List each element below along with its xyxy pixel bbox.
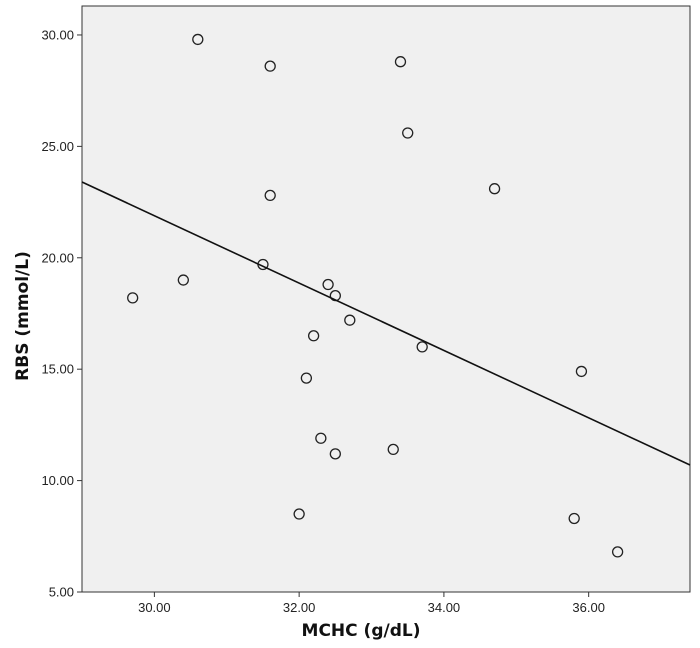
y-tick-label: 20.00 [41,250,74,265]
data-point [127,292,139,304]
x-tick-label: 34.00 [428,600,461,615]
data-point [394,56,407,68]
data-point [300,372,313,384]
data-point [488,183,501,195]
x-tick-label: 30.00 [138,600,171,615]
data-point [322,278,334,291]
y-axis-title: RBS (mmol/L) [13,251,33,381]
data-point [568,512,580,525]
data-point [264,189,276,202]
y-tick-label: 25.00 [41,139,74,154]
x-axis-title: MCHC (g/dL) [302,621,421,641]
x-tick-label: 32.00 [283,600,316,615]
data-point [416,341,428,353]
data-points [127,33,624,558]
y-tick-label: 5.00 [49,585,74,600]
fit-line [81,181,691,466]
y-axis-ticks: 5.00 10.00 15.00 20.00 25.00 30.00 [41,27,82,600]
plot-area [81,5,691,593]
data-point [315,432,327,444]
data-point [293,508,305,520]
data-point [264,60,276,72]
y-tick-label: 10.00 [41,473,74,488]
x-tick-label: 36.00 [572,600,605,615]
data-point [402,127,414,139]
y-tick-label: 15.00 [41,362,74,377]
data-point [307,330,320,342]
data-point [177,274,189,286]
data-point [575,365,588,378]
data-point [387,443,399,456]
y-tick-label: 30.00 [41,27,74,42]
data-point [611,546,624,558]
data-point [344,314,356,326]
data-point [192,33,204,46]
data-point [329,448,341,460]
x-axis-ticks: 30.00 32.00 34.00 36.00 [138,592,605,615]
